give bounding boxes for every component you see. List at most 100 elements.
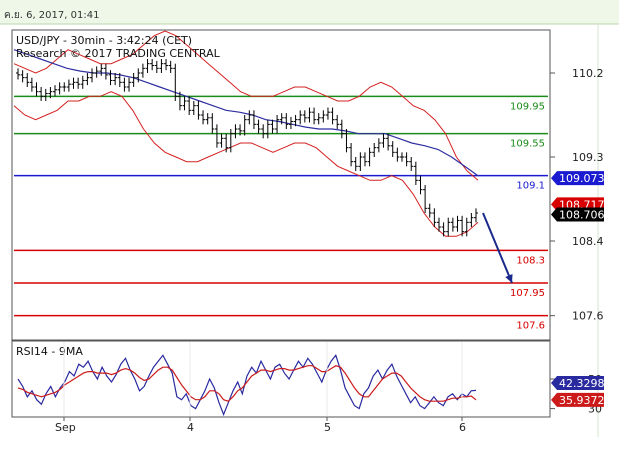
price-bar bbox=[362, 152, 367, 167]
price-bar bbox=[261, 124, 266, 139]
price-bar bbox=[330, 107, 335, 125]
rsi-lines bbox=[17, 354, 477, 417]
price-bar bbox=[182, 96, 187, 111]
price-bar bbox=[177, 91, 182, 111]
upper-band bbox=[13, 30, 479, 181]
chart-subtitle: Research © 2017 TRADING CENTRAL bbox=[16, 47, 221, 60]
price-bar bbox=[140, 63, 145, 78]
price-bar bbox=[154, 60, 159, 73]
price-bar bbox=[404, 152, 409, 167]
price-bar bbox=[136, 68, 141, 83]
level-label: 108.3 bbox=[516, 255, 545, 266]
price-tag: 108.706 bbox=[551, 207, 605, 222]
price-bar bbox=[210, 113, 215, 134]
price-bar bbox=[395, 147, 400, 162]
price-bar bbox=[43, 88, 48, 101]
rsi-title: RSI14 - 9MA bbox=[16, 345, 83, 358]
level-label: 109.55 bbox=[510, 139, 545, 150]
price-bar bbox=[256, 119, 261, 134]
price-bar bbox=[367, 147, 372, 167]
price-bar bbox=[127, 77, 132, 92]
price-bar bbox=[376, 138, 381, 153]
price-bar bbox=[57, 82, 62, 95]
price-bar bbox=[168, 60, 173, 73]
price-bar bbox=[418, 175, 423, 195]
price-bar bbox=[122, 77, 127, 92]
level-label: 109.1 bbox=[516, 181, 545, 192]
price-panel: 109.95 109.55 109.1 108.3 107.95 107.6 USD/JP… bbox=[11, 29, 605, 341]
price-bar bbox=[427, 203, 432, 218]
timestamp: ค.ย. 6, 2017, 01:41 bbox=[4, 10, 99, 21]
price-bar bbox=[90, 68, 95, 83]
price-bar bbox=[228, 129, 233, 153]
price-bar bbox=[423, 185, 428, 213]
price-bar bbox=[358, 152, 363, 171]
price-bar bbox=[173, 63, 178, 101]
price-bar bbox=[302, 110, 307, 123]
level-label: 109.95 bbox=[510, 101, 545, 112]
price-bar bbox=[381, 133, 386, 148]
price-bar bbox=[372, 143, 377, 157]
price-bar bbox=[145, 59, 150, 73]
price-tick-label: 110.2 bbox=[572, 67, 604, 80]
level-label: 107.95 bbox=[510, 288, 545, 299]
rsi-series-rsi bbox=[17, 354, 477, 417]
price-bar bbox=[446, 217, 451, 237]
price-bar bbox=[62, 82, 67, 92]
price-bar bbox=[233, 124, 238, 139]
price-bar bbox=[293, 115, 298, 127]
price-y-axis: 110.2 109.3 108.4 107.6 bbox=[550, 67, 604, 323]
price-bar bbox=[187, 96, 192, 115]
x-tick-label: 4 bbox=[187, 421, 194, 434]
x-tick-label: 6 bbox=[459, 421, 466, 434]
price-bar bbox=[275, 115, 280, 134]
price-tick-label: 109.3 bbox=[572, 151, 604, 164]
top-bar bbox=[0, 0, 619, 24]
price-bar bbox=[131, 73, 136, 87]
price-bar bbox=[353, 157, 358, 171]
level-label: 107.6 bbox=[516, 321, 545, 332]
price-bar bbox=[25, 73, 30, 87]
price-bar bbox=[441, 222, 446, 237]
rsi-series-ma bbox=[17, 365, 477, 402]
price-bar bbox=[66, 79, 71, 92]
price-bar bbox=[464, 217, 469, 237]
price-bar bbox=[288, 116, 293, 129]
rsi-tag: 35.9372 bbox=[551, 392, 605, 407]
price-bar bbox=[191, 101, 196, 115]
price-bar bbox=[450, 217, 455, 232]
price-bar bbox=[284, 113, 289, 129]
price-bar bbox=[224, 133, 229, 153]
price-bar bbox=[344, 129, 349, 153]
arrow-shaft bbox=[482, 212, 513, 284]
price-bar bbox=[205, 113, 210, 125]
price-bar bbox=[436, 217, 441, 232]
price-bar bbox=[80, 75, 85, 89]
moving-average-line bbox=[13, 49, 479, 177]
price-bar bbox=[270, 119, 275, 134]
price-bar bbox=[321, 110, 326, 123]
price-bar bbox=[432, 208, 437, 227]
price-bar bbox=[71, 77, 76, 89]
price-bar bbox=[279, 113, 284, 125]
price-bars bbox=[16, 59, 478, 237]
price-bar bbox=[94, 66, 99, 78]
price-bar bbox=[53, 85, 58, 97]
price-bar bbox=[85, 73, 90, 86]
x-tick-label: Sep bbox=[55, 421, 76, 434]
price-bar bbox=[76, 77, 81, 89]
price-bar bbox=[103, 63, 108, 80]
price-bar bbox=[409, 157, 414, 171]
price-bar bbox=[460, 215, 465, 237]
price-bar bbox=[413, 161, 418, 185]
price-bar bbox=[39, 87, 44, 101]
price-bar bbox=[339, 119, 344, 139]
price-bar bbox=[29, 77, 34, 92]
price-bar bbox=[325, 107, 330, 120]
rsi-tag-label: 42.3298 bbox=[559, 377, 605, 390]
chart-title: USD/JPY - 30min - 3:42:24 (CET) bbox=[16, 34, 192, 47]
price-tag-label: 109.073 bbox=[559, 172, 605, 185]
price-bar bbox=[34, 82, 39, 97]
